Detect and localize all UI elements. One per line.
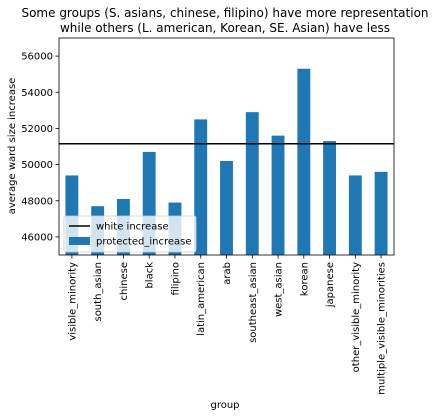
x-tick-label-japanese: japanese (325, 262, 336, 308)
x-tick-label-korean: korean (299, 262, 310, 296)
legend-label-protected-increase: protected_increase (96, 237, 192, 248)
y-axis-label: average ward size increase (7, 78, 18, 215)
x-tick-label-visible_minority: visible_minority (67, 262, 78, 341)
legend-box (63, 215, 197, 253)
chart-title-line-1: Some groups (S. asians, chinese, filipin… (21, 6, 428, 20)
x-tick-label-west_asian: west_asian (274, 262, 285, 317)
x-tick-label-arab: arab (222, 262, 233, 285)
y-tick-label: 46000 (21, 232, 53, 243)
bar-korean (297, 68, 311, 256)
y-tick-label: 48000 (21, 196, 53, 207)
bar-latin_american (194, 119, 208, 256)
x-tick-label-south_asian: south_asian (93, 262, 104, 322)
bar-other_visible_minority (348, 175, 362, 255)
y-tick-label: 50000 (21, 160, 53, 171)
chart-title-line-2: while others (L. american, Korean, SE. A… (60, 21, 390, 35)
x-tick-label-latin_american: latin_american (196, 262, 207, 336)
bar-southeast_asian (245, 112, 259, 255)
x-tick-label-southeast_asian: southeast_asian (248, 262, 259, 343)
x-axis-label: group (210, 400, 239, 411)
legend-label-white-increase: white increase (96, 222, 169, 233)
x-tick-label-chinese: chinese (119, 262, 130, 300)
plot-area: 46000 48000 50000 52000 54000 56000 visible_mi… (21, 37, 395, 395)
bar-multiple_visible_minorities (374, 171, 388, 255)
x-tick-label-multiple_visible_minorities: multiple_visible_minorities (377, 262, 388, 395)
y-tick-label: 52000 (21, 124, 53, 135)
legend-swatch-protected-increase (69, 237, 90, 245)
bar-west_asian (271, 135, 285, 255)
bar-japanese (323, 141, 337, 255)
bar-arab (220, 160, 233, 255)
x-tick-label-filipino: filipino (170, 262, 181, 295)
y-tick-label: 54000 (21, 88, 53, 99)
x-tick-label-other_visible_minority: other_visible_minority (351, 262, 362, 372)
y-tick-label: 56000 (21, 52, 53, 63)
x-tick-label-black: black (145, 262, 156, 289)
